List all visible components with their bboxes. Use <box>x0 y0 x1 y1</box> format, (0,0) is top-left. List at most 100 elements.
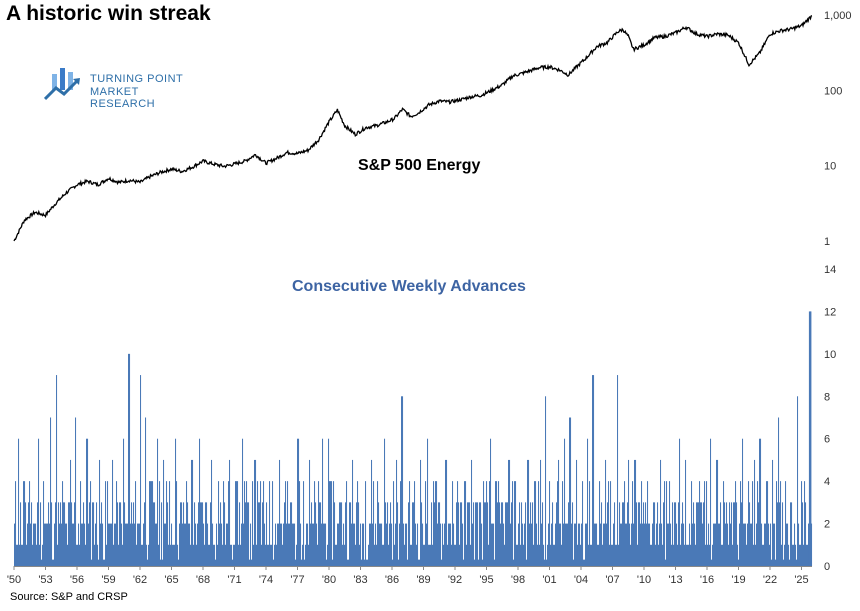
bar <box>473 502 475 566</box>
bar <box>331 481 333 566</box>
bar <box>329 481 331 566</box>
bar <box>341 502 343 566</box>
bar <box>733 502 735 566</box>
bar <box>226 523 228 566</box>
bar <box>777 502 779 566</box>
bar <box>565 523 567 566</box>
bar <box>553 544 555 566</box>
bar <box>196 544 198 566</box>
bar <box>476 502 478 566</box>
x-tick-label: '68 <box>196 574 210 586</box>
bar <box>443 544 445 566</box>
bar <box>491 523 493 566</box>
bar <box>153 502 155 566</box>
bar <box>774 523 776 566</box>
bar <box>309 459 311 566</box>
bar <box>353 523 355 566</box>
bar <box>396 459 398 566</box>
bar <box>34 523 36 566</box>
bar <box>692 523 694 566</box>
bar <box>744 523 746 566</box>
bar <box>201 502 203 566</box>
line-y-tick-label: 1 <box>824 236 830 248</box>
bar <box>359 544 361 566</box>
bar <box>344 544 346 566</box>
bar <box>405 523 407 566</box>
bar <box>475 502 477 566</box>
bar <box>593 375 595 566</box>
bar <box>183 502 185 566</box>
bar <box>811 523 813 566</box>
bar <box>29 481 31 566</box>
bar <box>714 523 716 566</box>
bar <box>713 523 715 566</box>
bar <box>195 523 197 566</box>
bar <box>662 544 664 566</box>
bar <box>688 544 690 566</box>
bar <box>84 523 86 566</box>
bar <box>707 544 709 566</box>
bar <box>784 544 786 566</box>
bar <box>139 523 141 566</box>
bar <box>148 544 150 566</box>
bar <box>235 481 237 566</box>
bar <box>108 523 110 566</box>
x-tick-label: '07 <box>605 574 619 586</box>
bar <box>683 523 685 566</box>
bar <box>80 481 82 566</box>
bar <box>750 523 752 566</box>
bar <box>718 523 720 566</box>
x-tick-label: '83 <box>353 574 367 586</box>
bar <box>486 481 488 566</box>
bar <box>477 502 479 566</box>
bar <box>398 559 400 566</box>
bar <box>258 502 260 566</box>
bar <box>537 544 539 566</box>
bar <box>33 523 35 566</box>
bar <box>31 502 33 566</box>
bar <box>365 481 367 566</box>
bar <box>576 459 578 566</box>
bar <box>261 544 263 566</box>
bar <box>283 523 285 566</box>
bar <box>421 502 423 566</box>
bar <box>229 459 231 566</box>
bar <box>700 502 702 566</box>
bar <box>778 417 780 566</box>
bar <box>672 502 674 566</box>
bar <box>215 559 217 566</box>
bar <box>532 502 534 566</box>
bar <box>609 544 611 566</box>
bar <box>485 502 487 566</box>
bar <box>579 523 581 566</box>
bar <box>551 523 553 566</box>
bar <box>266 502 268 566</box>
bar <box>204 544 206 566</box>
bar <box>442 523 444 566</box>
bar <box>285 481 287 566</box>
bar <box>177 544 179 566</box>
bar <box>499 502 501 566</box>
bar <box>799 544 801 566</box>
bar <box>455 544 457 566</box>
bar <box>456 502 458 566</box>
bar <box>120 502 122 566</box>
bar <box>528 459 530 566</box>
bar <box>660 459 662 566</box>
bar <box>803 544 805 566</box>
bar <box>420 459 422 566</box>
bar <box>37 502 39 566</box>
bar <box>369 523 371 566</box>
bar <box>682 502 684 566</box>
bar <box>590 544 592 566</box>
bar <box>711 559 713 566</box>
bar <box>585 523 587 566</box>
bar <box>326 559 328 566</box>
bar <box>342 544 344 566</box>
bar-y-tick-label: 10 <box>824 349 836 361</box>
bar <box>696 502 698 566</box>
bar <box>294 523 296 566</box>
bar <box>362 523 364 566</box>
bar <box>368 544 370 566</box>
bar <box>14 523 16 566</box>
